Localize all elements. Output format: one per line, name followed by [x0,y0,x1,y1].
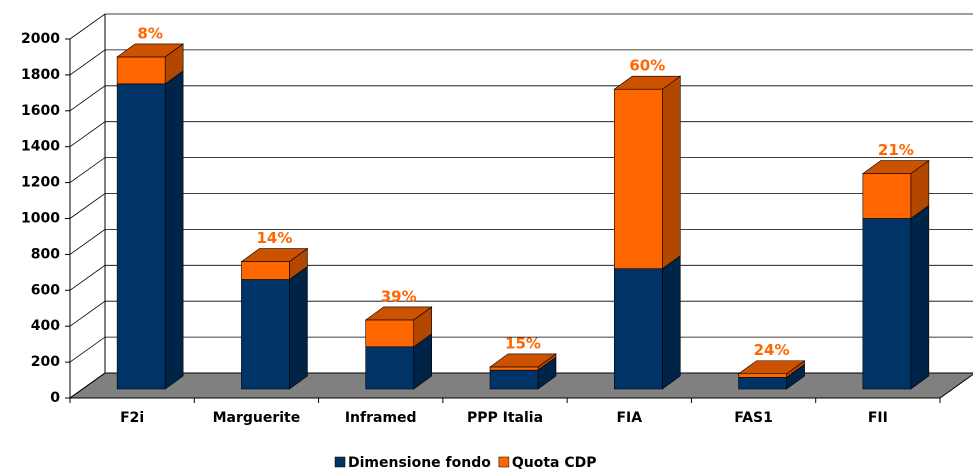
y-tick-label: 1400 [21,139,60,155]
y-tick-label: 400 [31,318,60,334]
y-tick-label: 1600 [21,103,60,119]
grid-line [69,121,973,148]
grid-line [69,228,973,255]
bar-top [737,360,806,375]
bar-top [613,75,682,90]
bar [365,346,415,390]
bar-top [240,248,309,262]
y-tick-label: 800 [31,246,60,262]
bar-top [116,43,185,58]
percent-label: 8% [137,24,162,42]
bar [738,373,787,378]
bar [738,377,787,390]
percent-label: 24% [754,341,790,359]
bar-side [661,75,681,270]
bar-side [661,255,681,390]
bar [365,319,415,348]
x-tick-label: FAS1 [734,410,773,426]
bar-top [364,306,433,321]
bar-side [910,204,930,390]
percent-label: 39% [381,287,417,305]
bar [241,279,290,390]
legend: Dimensione fondo Quota CDP [334,455,597,471]
y-tick-label: 600 [31,282,60,298]
bar-side [289,265,308,390]
bar [489,369,539,390]
bar-side [164,70,184,390]
legend-swatch [498,456,510,468]
bar [116,83,166,390]
bar [862,218,912,390]
grid-line [69,13,973,40]
x-tick-label: FIA [616,410,642,426]
bar-top [861,160,930,174]
x-tick-label: Marguerite [213,410,301,426]
bar [241,261,290,280]
percent-label: 14% [256,229,292,247]
percent-label: 21% [878,141,914,159]
percent-label: 60% [629,57,665,75]
legend-label: Quota CDP [512,455,597,471]
y-tick-label: 1800 [21,67,60,83]
legend-swatch [334,456,346,468]
y-tick-label: 1200 [21,175,60,191]
grid-line [69,157,973,183]
grid-line [69,49,973,76]
x-tick-label: F2i [120,410,144,426]
x-tick-label: FII [868,410,888,426]
bar [489,366,539,371]
bar [116,56,166,85]
bar [613,268,663,390]
x-tick-label: PPP Italia [467,410,543,426]
x-tick-label: Inframed [345,410,417,426]
bar [613,88,663,270]
grid-line [69,85,973,112]
percent-label: 15% [505,334,541,352]
grid-line [69,193,973,219]
legend-label: Dimensione fondo [348,455,491,471]
bar [862,173,912,219]
y-tick-label: 2000 [21,31,60,47]
y-tick-label: 1000 [21,211,60,227]
y-tick-label: 200 [31,354,60,370]
grid-line [69,264,973,291]
bar-top [489,353,557,368]
grid-line [69,300,973,327]
y-tick-label: 0 [50,390,60,406]
